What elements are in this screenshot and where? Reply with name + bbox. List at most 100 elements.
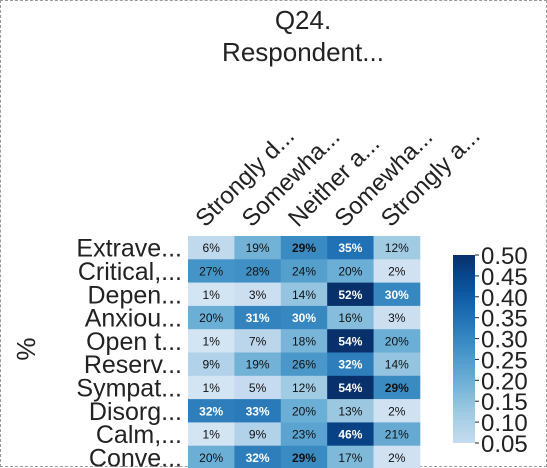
heatmap-cell bbox=[327, 445, 374, 468]
chart-title-line: Q24. bbox=[275, 5, 331, 35]
row-label: Reserv... bbox=[84, 351, 182, 379]
cell-label: 20% bbox=[199, 311, 223, 325]
row-label: Critical,... bbox=[78, 258, 182, 286]
cell-label: 20% bbox=[199, 451, 223, 465]
heatmap-cell bbox=[234, 399, 282, 423]
heatmap-cell bbox=[280, 305, 328, 330]
cell-label: 29% bbox=[292, 451, 316, 465]
row-label: Anxiou... bbox=[85, 305, 182, 333]
cell-label: 54% bbox=[338, 334, 362, 348]
row-label: Calm,... bbox=[96, 421, 182, 449]
cell-label: 21% bbox=[385, 428, 409, 442]
chart-title: Q24.Respondent... bbox=[222, 5, 384, 67]
heatmap-cell bbox=[234, 236, 282, 260]
colorbar-ticks: 0.050.100.150.200.250.300.350.400.450.50 bbox=[475, 243, 528, 458]
heatmap-cell bbox=[280, 236, 328, 260]
heatmap-cell bbox=[327, 375, 374, 400]
colorbar-tick-label: 0.30 bbox=[481, 327, 528, 354]
cell-label: 14% bbox=[292, 288, 316, 302]
heatmap-cell bbox=[188, 329, 235, 353]
cell-label: 54% bbox=[338, 381, 362, 395]
heatmap-cell bbox=[234, 329, 282, 353]
cell-label: 52% bbox=[338, 288, 362, 302]
cell-label: 2% bbox=[388, 404, 406, 418]
cell-label: 26% bbox=[292, 358, 316, 372]
heatmap-cell bbox=[327, 422, 374, 446]
cell-label: 1% bbox=[203, 334, 221, 348]
heatmap-cell bbox=[327, 399, 374, 423]
heatmap-cell bbox=[234, 352, 282, 377]
cell-label: 1% bbox=[203, 381, 221, 395]
cell-label: 12% bbox=[292, 381, 316, 395]
cell-label: 28% bbox=[246, 264, 270, 278]
colorbar-tick-label: 0.25 bbox=[481, 347, 528, 374]
cell-label: 30% bbox=[292, 311, 316, 325]
cell-label: 7% bbox=[249, 334, 267, 348]
row-labels: Extrave...Critical,...Depen...Anxiou...O… bbox=[76, 235, 182, 468]
cell-label: 46% bbox=[338, 428, 362, 442]
colorbar-tick-label: 0.05 bbox=[481, 431, 528, 458]
row-label: Extrave... bbox=[76, 235, 182, 263]
cell-label: 24% bbox=[292, 264, 316, 278]
heatmap-cell bbox=[188, 375, 235, 400]
cell-label: 17% bbox=[338, 451, 362, 465]
cell-label: 19% bbox=[246, 358, 270, 372]
heatmap-cell bbox=[188, 445, 235, 468]
heatmap-cell bbox=[327, 259, 374, 283]
cell-label: 1% bbox=[203, 288, 221, 302]
heatmap-cell bbox=[188, 352, 235, 377]
colorbar-tick-label: 0.35 bbox=[481, 306, 528, 333]
heatmap-cell bbox=[280, 375, 328, 400]
row-label: Sympat... bbox=[76, 374, 182, 402]
cell-label: 20% bbox=[338, 264, 362, 278]
heatmap-cell bbox=[188, 282, 235, 307]
heatmap-cell bbox=[327, 329, 374, 353]
heatmap-cell bbox=[234, 259, 282, 283]
cell-label: 23% bbox=[292, 428, 316, 442]
cell-label: 20% bbox=[385, 334, 409, 348]
heatmap-cell bbox=[188, 259, 235, 283]
cell-label: 3% bbox=[388, 311, 406, 325]
heatmap-cell bbox=[280, 259, 328, 283]
heatmap-cell bbox=[280, 445, 328, 468]
cell-label: 32% bbox=[338, 358, 362, 372]
heatmap-cell bbox=[188, 422, 235, 446]
heatmap-cell bbox=[280, 282, 328, 307]
heatmap-cell bbox=[373, 282, 421, 307]
heatmap-cell bbox=[280, 399, 328, 423]
heatmap-cell bbox=[280, 422, 328, 446]
heatmap-cells: 6% 19% 29% 35% 12% 27% 28% 24% 20% 2% 1% 3% 14% 52% 30… bbox=[188, 236, 421, 468]
heatmap-cell bbox=[234, 375, 282, 400]
heatmap-cell bbox=[188, 305, 235, 330]
cell-label: 9% bbox=[203, 358, 221, 372]
cell-label: 16% bbox=[338, 311, 362, 325]
heatmap-cell bbox=[373, 399, 421, 423]
chart-title-line: Respondent... bbox=[222, 37, 384, 67]
colorbar-tick-label: 0.20 bbox=[481, 368, 528, 395]
cell-label: 2% bbox=[388, 264, 406, 278]
row-label: Open t... bbox=[86, 328, 182, 356]
heatmap-cell bbox=[373, 352, 421, 377]
cell-label: 9% bbox=[249, 428, 267, 442]
cell-label: 18% bbox=[292, 334, 316, 348]
cell-label: 6% bbox=[203, 241, 221, 255]
cell-label: 31% bbox=[246, 311, 270, 325]
row-label: Depen... bbox=[87, 281, 182, 309]
heatmap-cell bbox=[327, 282, 374, 307]
heatmap-cell bbox=[280, 329, 328, 353]
heatmap-cell bbox=[280, 352, 328, 377]
heatmap-cell bbox=[327, 352, 374, 377]
heatmap-cell bbox=[373, 259, 421, 283]
cell-label: 3% bbox=[249, 288, 267, 302]
cell-label: 19% bbox=[246, 241, 270, 255]
heatmap-cell bbox=[373, 305, 421, 330]
heatmap-cell bbox=[234, 282, 282, 307]
heatmap-cell bbox=[327, 236, 374, 260]
cell-label: 20% bbox=[292, 404, 316, 418]
heatmap-cell bbox=[373, 375, 421, 400]
cell-label: 12% bbox=[385, 241, 409, 255]
heatmap-cell bbox=[373, 422, 421, 446]
y-axis-label: % bbox=[11, 337, 41, 360]
